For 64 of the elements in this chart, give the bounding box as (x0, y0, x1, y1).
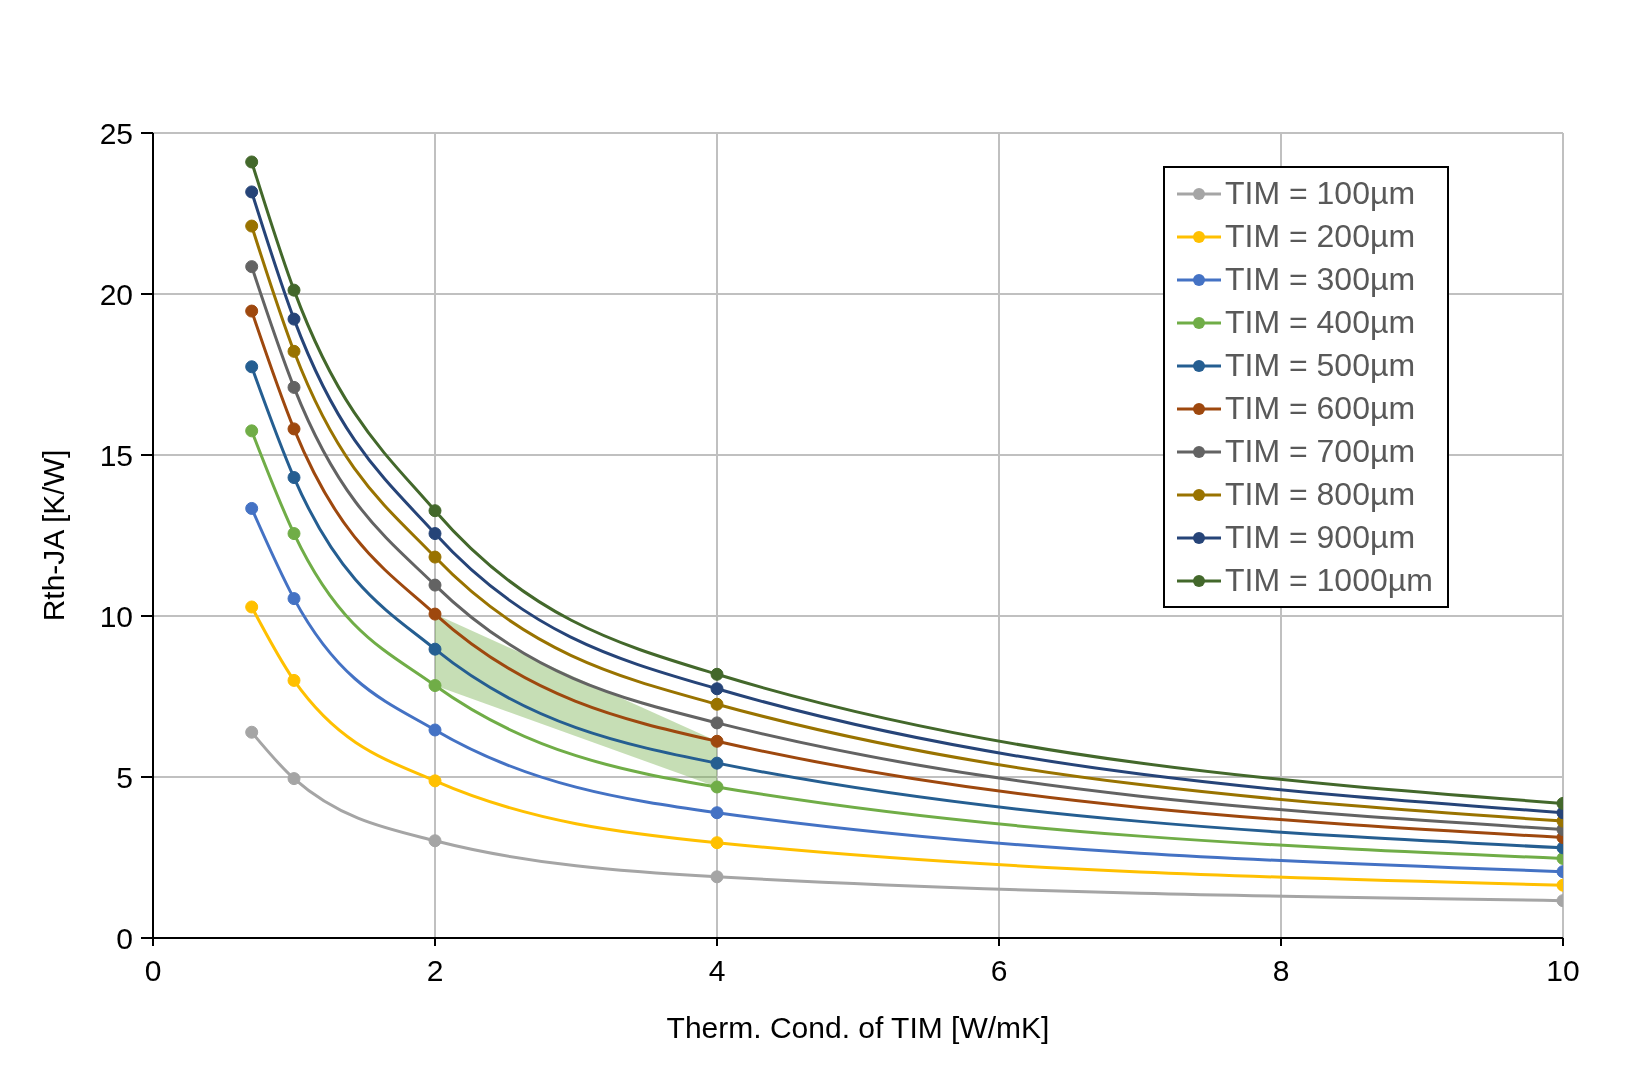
x-tick-label: 8 (1272, 954, 1290, 988)
point (287, 380, 301, 394)
x-tick-label: 4 (708, 954, 726, 988)
point (710, 667, 724, 681)
point (287, 471, 301, 485)
point (287, 592, 301, 606)
point (287, 772, 301, 786)
point (710, 806, 724, 820)
point (245, 185, 259, 199)
point (245, 155, 259, 169)
x-tick-label: 2 (426, 954, 444, 988)
point (245, 260, 259, 274)
point (245, 424, 259, 438)
point (710, 734, 724, 748)
legend-label: TIM = 700µm (1225, 433, 1416, 470)
legend-label: TIM = 200µm (1225, 218, 1416, 255)
point (710, 780, 724, 794)
point (428, 578, 442, 592)
y-tick-label: 0 (116, 921, 133, 955)
x-tick-label: 0 (144, 954, 162, 988)
point (287, 312, 301, 326)
point (428, 834, 442, 848)
point (710, 697, 724, 711)
y-tick-label: 20 (99, 277, 133, 311)
point (287, 283, 301, 297)
point (245, 304, 259, 318)
point (245, 360, 259, 374)
legend-label: TIM = 600µm (1225, 390, 1416, 427)
x-tick-label: 6 (990, 954, 1008, 988)
point (428, 679, 442, 693)
point (710, 756, 724, 770)
legend-label: TIM = 500µm (1225, 347, 1416, 384)
point (428, 607, 442, 621)
point (428, 550, 442, 564)
point (287, 673, 301, 687)
point (710, 716, 724, 730)
y-tick-label: 10 (99, 599, 133, 633)
point (710, 870, 724, 884)
point (428, 642, 442, 656)
point (428, 723, 442, 737)
point (428, 774, 442, 788)
legend-label: TIM = 1000µm (1225, 562, 1433, 599)
y-tick-label: 15 (99, 438, 133, 472)
point (710, 836, 724, 850)
y-tick-label: 5 (116, 760, 133, 794)
legend-label: TIM = 800µm (1225, 476, 1416, 513)
point (287, 527, 301, 541)
y-axis-title: Rth-JA [K/W] (36, 449, 70, 622)
y-tick-label: 25 (99, 116, 133, 150)
legend-label: TIM = 300µm (1225, 261, 1416, 298)
point (428, 504, 442, 518)
x-axis-title: Therm. Cond. of TIM [W/mK] (666, 1011, 1050, 1044)
point (710, 682, 724, 696)
point (287, 422, 301, 436)
legend-label: TIM = 100µm (1225, 175, 1416, 212)
point (245, 725, 259, 739)
point (428, 527, 442, 541)
point (245, 600, 259, 614)
x-tick-label: 10 (1546, 954, 1580, 988)
point (245, 219, 259, 233)
point (245, 501, 259, 515)
point (287, 344, 301, 358)
legend-label: TIM = 400µm (1225, 304, 1416, 341)
legend-label: TIM = 900µm (1225, 519, 1416, 556)
